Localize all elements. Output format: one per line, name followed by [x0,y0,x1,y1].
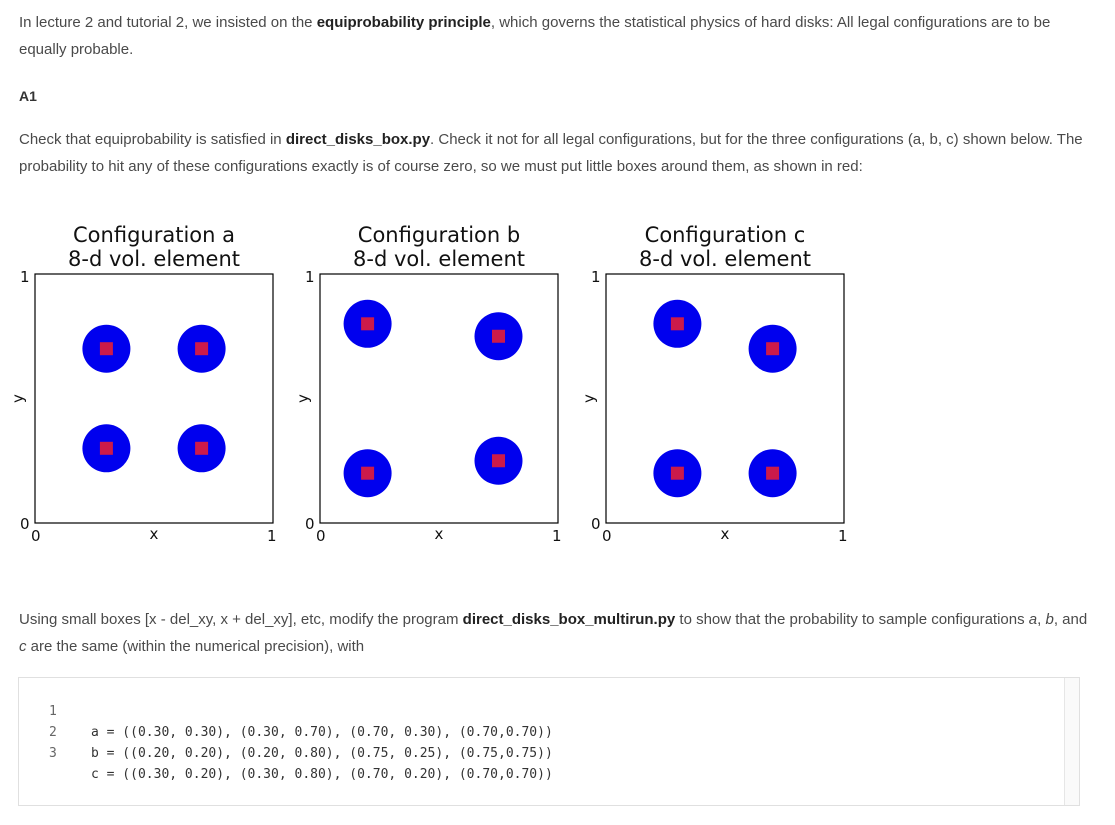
config-c-ref: c [19,638,27,655]
y-tick-label: 0 [591,515,601,533]
y-tick-label: 1 [305,268,315,286]
line-number: 1 [49,704,57,719]
x-axis-label: x [435,525,444,543]
line-number: 3 [49,746,57,761]
section-heading: A1 [19,88,37,104]
instruction-text-2: to show that the probability to sample c… [675,611,1029,628]
task-text-1: Check that equiprobability is satisfied … [19,131,286,148]
code-scrollbar[interactable] [1064,678,1079,805]
volume-element-box [99,441,113,455]
code-text: b = ((0.20, 0.20), (0.20, 0.80), (0.75, … [91,746,553,761]
instruction-paragraph: Using small boxes [x - del_xy, x + del_x… [19,606,1094,660]
chart-subtitle: 8-d vol. element [353,247,525,271]
x-tick-label: 0 [602,527,612,545]
y-axis-label: y [9,394,27,403]
plot-frame [34,273,274,524]
y-tick-label: 0 [20,515,30,533]
instruction-text-3: are the same (within the numerical preci… [26,638,365,655]
volume-element-box [766,342,780,356]
chart-subtitle: 8-d vol. element [68,247,240,271]
sep-2: , and [1053,611,1088,628]
intro-bold-term: equiprobability principle [316,14,491,31]
volume-element-box [361,466,375,480]
x-tick-label: 1 [267,527,277,545]
config-a-ref: a [1028,611,1038,628]
intro-paragraph: In lecture 2 and tutorial 2, we insisted… [19,9,1094,63]
task-bold-filename: direct_disks_box.py [285,131,431,148]
instruction-text-1: Using small boxes [x - del_xy, x + del_x… [19,611,463,628]
volume-element-box [766,466,780,480]
volume-element-box [361,317,375,331]
plot-frame [605,273,845,524]
y-axis-label: y [294,394,312,403]
x-tick-label: 0 [316,527,326,545]
chart-title: Configuration c [645,223,806,247]
task-paragraph: Check that equiprobability is satisfied … [19,126,1094,180]
y-tick-label: 0 [305,515,315,533]
volume-element-box [492,329,505,343]
task-text-2: . Check it not for all legal configurati… [19,131,1083,175]
intro-text-2: , which governs the statistical physics … [19,14,1051,58]
x-axis-label: x [150,525,159,543]
y-tick-label: 1 [591,268,601,286]
instruction-bold-filename: direct_disks_box_multirun.py [462,611,676,628]
volume-element-box [492,454,505,468]
plot-frame [319,273,559,524]
x-tick-label: 0 [31,527,41,545]
chart-title: Configuration a [73,223,235,247]
code-text: c = ((0.30, 0.20), (0.30, 0.80), (0.70, … [91,767,553,782]
volume-element-box [670,317,684,331]
volume-element-box [99,342,113,356]
chart-title: Configuration b [358,223,520,247]
chart-subtitle: 8-d vol. element [639,247,811,271]
intro-text-1: In lecture 2 and tutorial 2, we insisted… [19,14,317,31]
x-tick-label: 1 [552,527,562,545]
config-b-ref: b [1045,611,1054,628]
volume-element-box [670,466,684,480]
y-tick-label: 1 [20,268,30,286]
sep-1: , [1037,611,1046,628]
code-line: 2 b = ((0.20, 0.20), (0.20, 0.80), (0.75… [19,701,1059,761]
x-axis-label: x [721,525,730,543]
code-line: 1 a = ((0.30, 0.30), (0.30, 0.70), (0.70… [19,680,1059,740]
line-number: 2 [49,725,57,740]
code-line: 3 c = ((0.30, 0.20), (0.30, 0.80), (0.70… [19,722,1059,782]
y-axis-label: y [580,394,598,403]
volume-element-box [195,441,209,455]
code-cell[interactable]: 1 a = ((0.30, 0.30), (0.30, 0.70), (0.70… [18,677,1080,806]
code-text: a = ((0.30, 0.30), (0.30, 0.70), (0.70, … [91,725,553,740]
x-tick-label: 1 [838,527,848,545]
volume-element-box [195,342,209,356]
